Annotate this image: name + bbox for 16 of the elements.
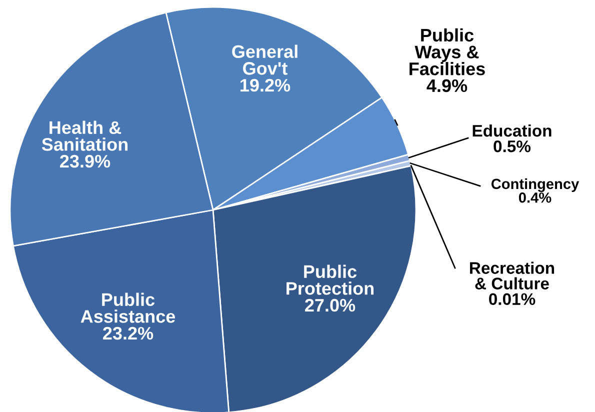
data-label: 23.9% bbox=[60, 154, 110, 168]
slice-label: Contingency bbox=[491, 178, 580, 192]
data-label: 0.01% bbox=[489, 293, 536, 306]
data-label: 0.5% bbox=[494, 140, 531, 152]
slice-label: Public Assistance bbox=[80, 292, 176, 323]
slice-label: Public Protection bbox=[286, 264, 374, 295]
slice-label: General Gov't bbox=[232, 44, 298, 75]
slice-label: Recreation & Culture bbox=[470, 262, 554, 290]
data-label: 4.9% bbox=[426, 79, 468, 92]
data-label: 0.4% bbox=[518, 192, 552, 203]
slice-label: Health & Sanitation bbox=[42, 120, 128, 151]
data-label: 27.0% bbox=[305, 298, 356, 312]
data-label: 23.2% bbox=[103, 326, 154, 340]
slice-label: Public Ways & Facilities bbox=[410, 28, 485, 76]
slice-label: Education bbox=[472, 124, 552, 137]
data-label: 19.2% bbox=[240, 78, 290, 92]
